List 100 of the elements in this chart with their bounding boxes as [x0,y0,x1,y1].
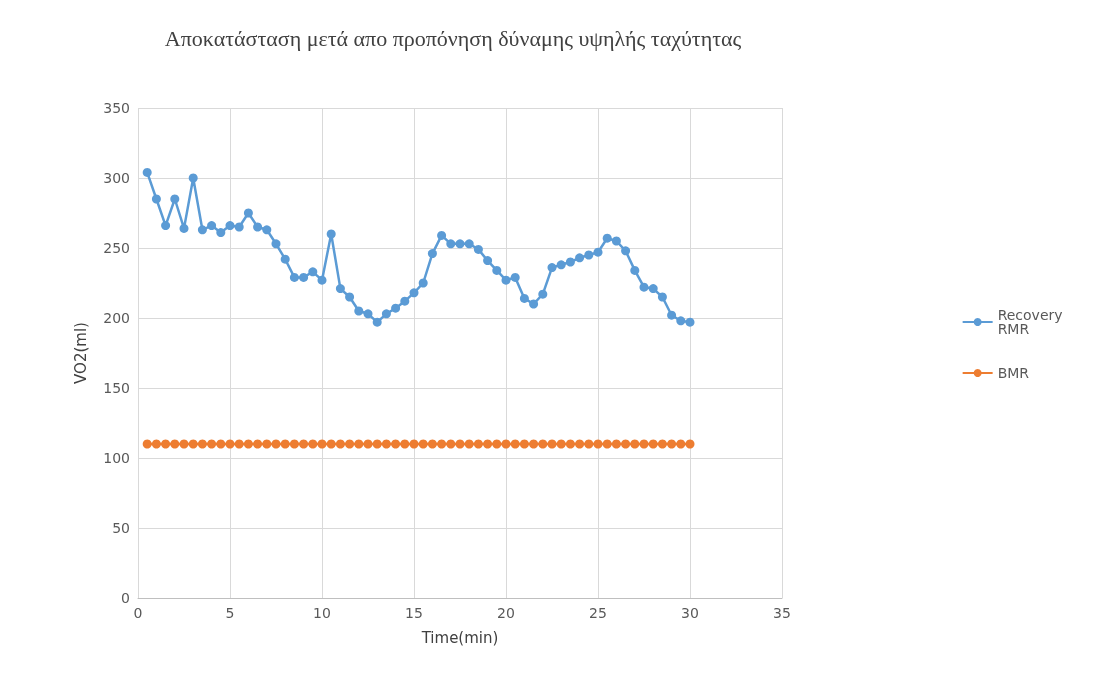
y-tick-label: 50 [112,520,130,536]
point [483,439,493,449]
point [519,293,529,303]
y-tick-label: 350 [103,100,130,116]
point [188,439,198,449]
point [151,439,161,449]
point [299,272,309,282]
point [593,439,603,449]
point [575,253,585,263]
legend-label: BMR [997,365,1030,381]
point [685,317,695,327]
point [446,239,456,249]
point [547,439,557,449]
point [538,289,548,299]
point [418,278,428,288]
point [602,439,612,449]
point [556,260,566,270]
x-tick-label: 30 [681,605,699,621]
point [335,439,345,449]
point [271,239,281,249]
point [529,439,539,449]
point [363,309,373,319]
point [639,282,649,292]
point [197,439,207,449]
point [170,439,180,449]
point [391,439,401,449]
point [354,306,364,316]
point [345,439,355,449]
point [280,254,290,264]
point [455,239,465,249]
point [464,239,474,249]
point [584,439,594,449]
point [142,439,152,449]
point [538,439,548,449]
point [409,439,419,449]
point [648,284,658,294]
point [593,247,603,257]
point [207,221,217,231]
chart-title: Αποκατάσταση μετά απο προπόνηση δύναμης υψηλής ταχύτητας [164,25,742,51]
point [253,439,263,449]
point [648,439,658,449]
point [400,296,410,306]
point [326,439,336,449]
y-tick-label: 150 [103,380,130,396]
point [243,208,253,218]
point [262,439,272,449]
y-tick-label: 0 [121,590,130,606]
y-axis-title: VO2(ml) [71,322,90,384]
point [161,221,171,231]
point [409,288,419,298]
point [483,256,493,266]
point [565,257,575,267]
point [372,317,382,327]
point [225,221,235,231]
x-tick-label: 0 [133,605,143,621]
point [354,439,364,449]
point [464,439,474,449]
point [262,225,272,235]
y-tick-label: 100 [103,450,130,466]
point [556,439,566,449]
x-tick-label: 5 [225,605,235,621]
point [565,439,575,449]
point [437,439,447,449]
x-tick-label: 15 [405,605,423,621]
point [317,275,327,285]
point [473,439,483,449]
point [308,439,318,449]
point [501,439,511,449]
y-tick-label: 300 [103,170,130,186]
point [170,194,180,204]
point [630,439,640,449]
point [639,439,649,449]
point [630,265,640,275]
point [427,249,437,259]
point [271,439,281,449]
point [584,250,594,260]
legend-label: Recovery RMR [997,307,1068,337]
point [216,228,226,238]
point [446,439,456,449]
x-tick-label: 25 [589,605,607,621]
point [142,167,152,177]
point [455,439,465,449]
point [547,263,557,273]
point [667,310,677,320]
point [372,439,382,449]
point [510,439,520,449]
point [400,439,410,449]
point [161,439,171,449]
point [207,439,217,449]
point [363,439,373,449]
point [253,222,263,232]
point [151,194,161,204]
point [308,267,318,277]
point [299,439,309,449]
point [391,303,401,313]
point [317,439,327,449]
point [611,236,621,246]
point [676,439,686,449]
point [685,439,695,449]
point [510,272,520,282]
